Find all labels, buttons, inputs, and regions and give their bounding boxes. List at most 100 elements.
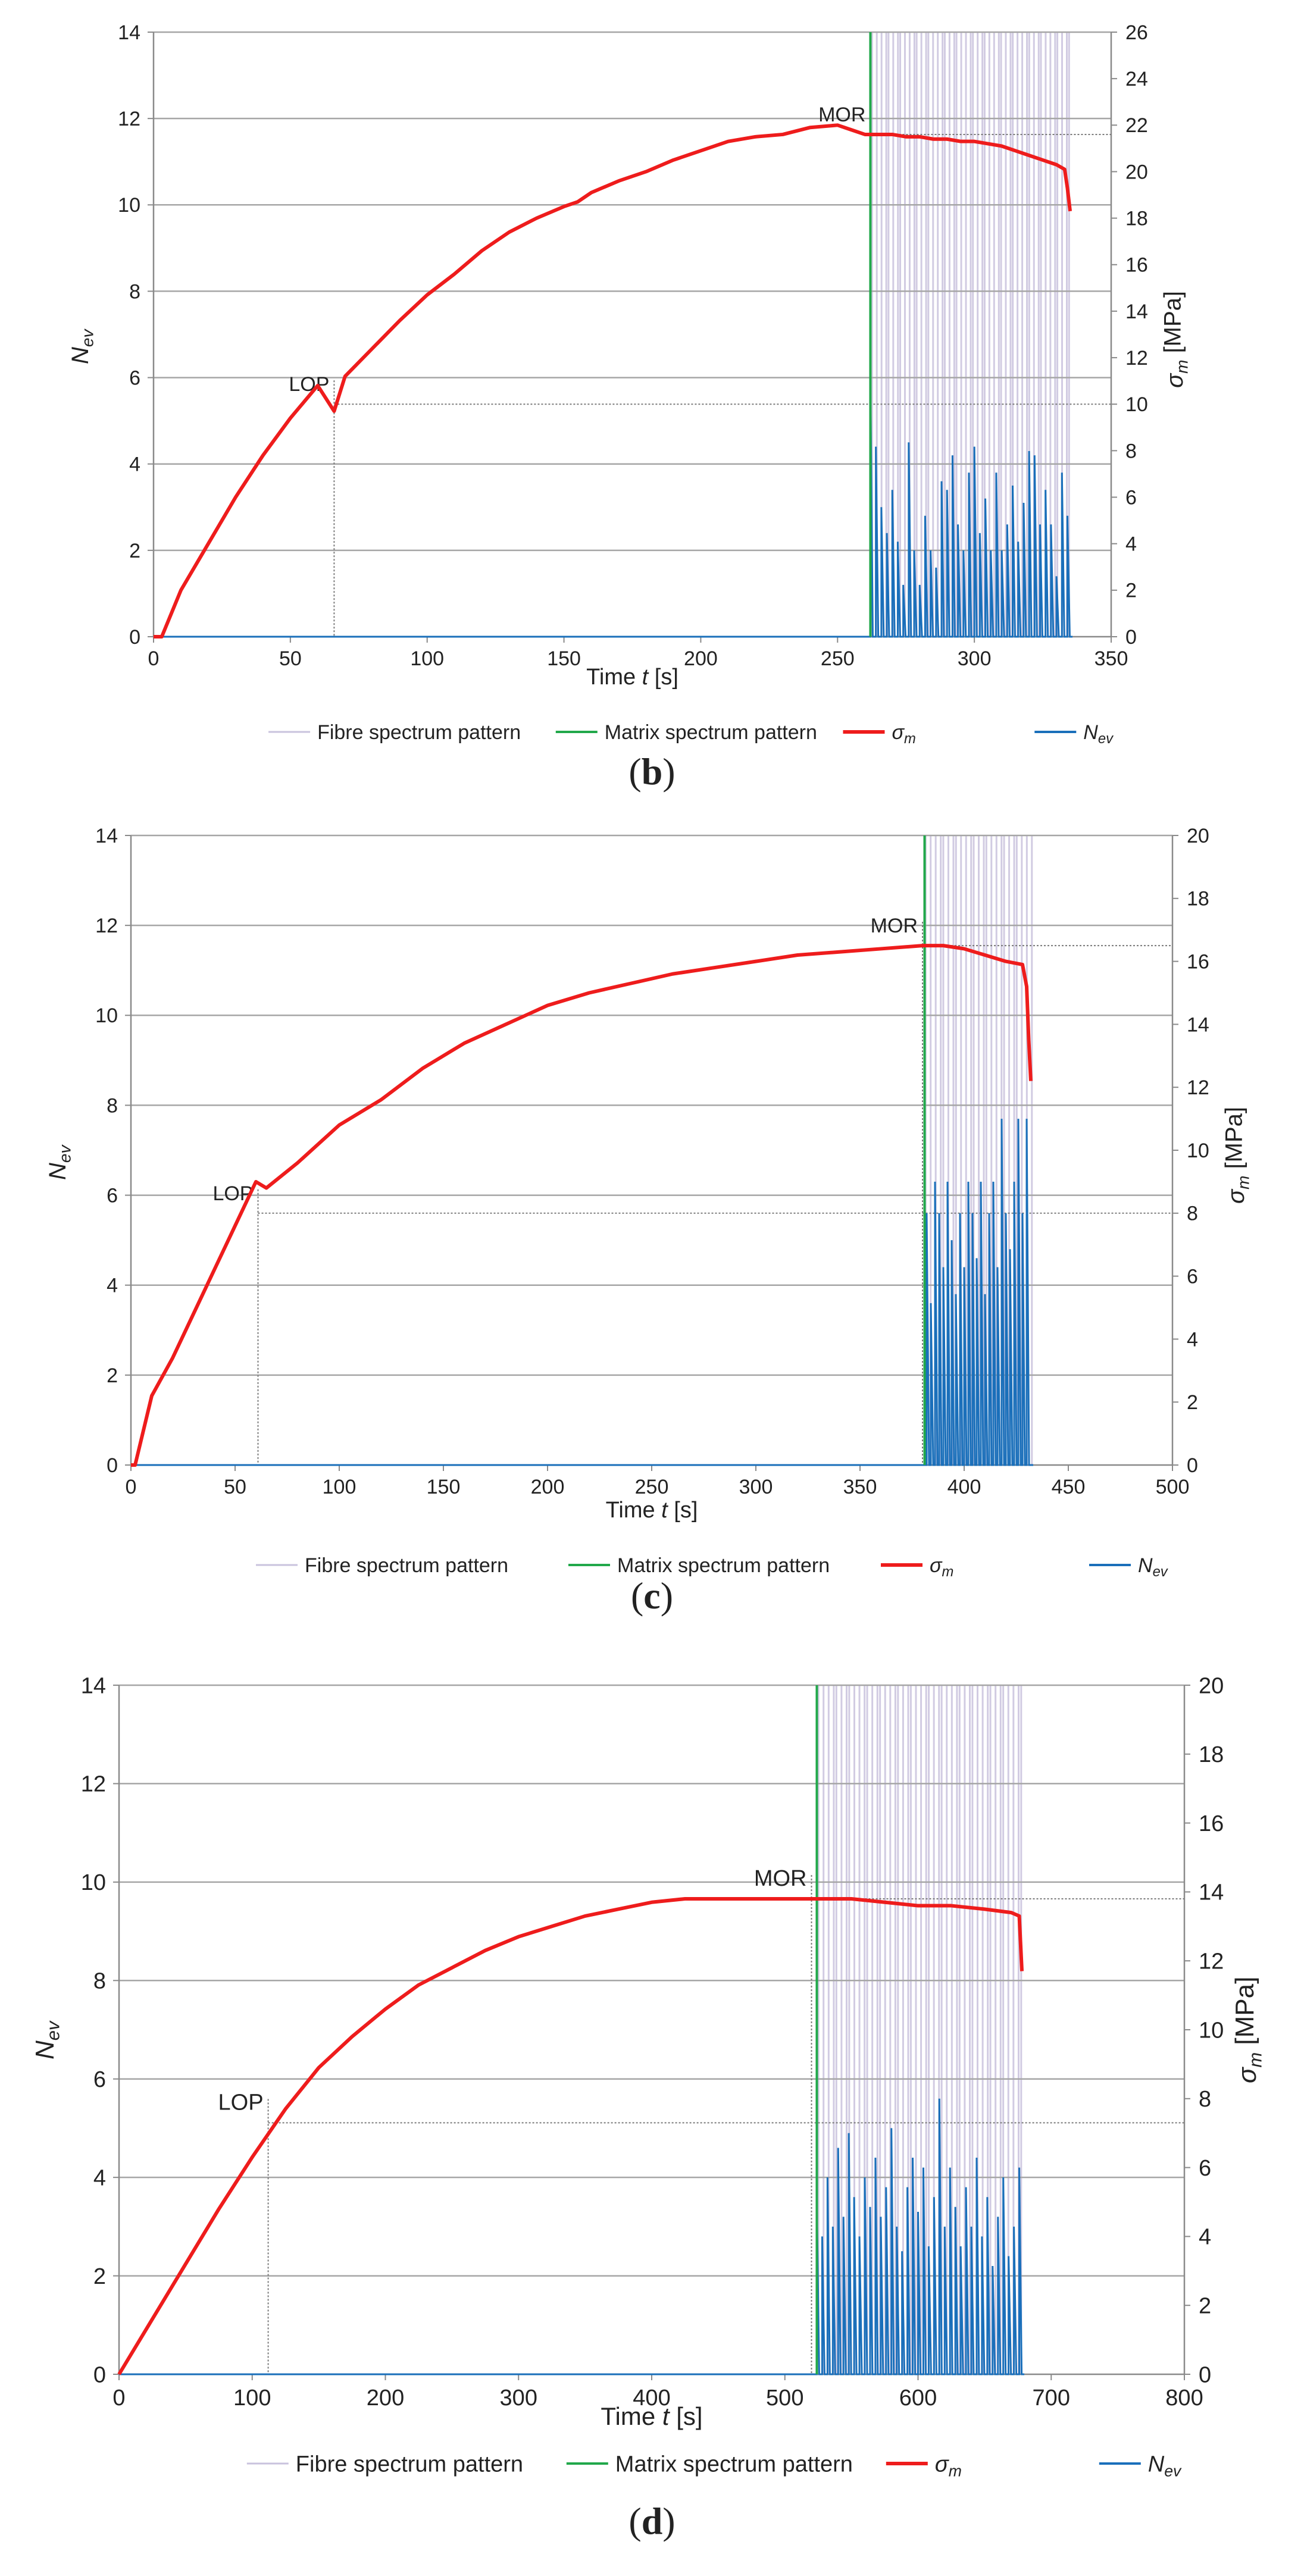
- y-axis-left-title: Nev: [30, 2020, 63, 2059]
- y-right-tick-label: 26: [1125, 21, 1148, 44]
- annotation-mor: MOR: [818, 104, 865, 126]
- x-tick-label: 0: [148, 647, 160, 670]
- y-left-tick-label: 4: [129, 453, 140, 476]
- chart-panel-d: 0 2 4 6 8 10 12 14 0 2 4 6 8 10 12 14 16 18 20 0 100 200 300 40…: [0, 1654, 1304, 2576]
- legend-label-fibre: Fibre spectrum pattern: [305, 1554, 508, 1577]
- y-left-tick-label: 14: [95, 825, 118, 847]
- y-right-tick-label: 2: [1187, 1391, 1198, 1414]
- legend-label-sigma: σm: [892, 721, 915, 747]
- y-left-tick-label: 0: [93, 2362, 106, 2387]
- y-right-tick-label: 6: [1199, 2156, 1211, 2181]
- y-right-tick-label: 22: [1125, 114, 1148, 137]
- y-left-tick-label: 14: [118, 21, 140, 44]
- y-right-tick-label: 18: [1125, 208, 1148, 230]
- x-tick-label: 200: [684, 647, 718, 670]
- y-right-tick-label: 20: [1199, 1673, 1224, 1698]
- y-left-tick-label: 2: [93, 2264, 106, 2289]
- legend-label-fibre: Fibre spectrum pattern: [296, 2452, 523, 2477]
- x-tick-label: 400: [633, 2386, 670, 2411]
- y-right-tick-label: 4: [1125, 533, 1137, 556]
- y-right-tick-label: 10: [1125, 393, 1148, 416]
- y-left-tick-label: 12: [95, 915, 118, 937]
- y-right-tick-label: 8: [1187, 1203, 1198, 1225]
- chart-panel-c: 0 2 4 6 8 10 12 14 0 2 4 6 8 10 12 14 16 18 20 0 50 100 150 200…: [0, 821, 1304, 1654]
- y-right-tick-label: 14: [1199, 1880, 1224, 1905]
- y-right-tick-label: 0: [1199, 2362, 1211, 2387]
- y-right-tick-label: 4: [1187, 1328, 1198, 1351]
- y-left-tick-label: 10: [81, 1870, 106, 1895]
- x-tick-label: 0: [112, 2386, 125, 2411]
- panel-label-d: (d): [628, 2500, 676, 2542]
- nev-series-line: [119, 2098, 1025, 2375]
- y-left-tick-label: 2: [107, 1364, 118, 1387]
- x-tick-label: 100: [410, 647, 444, 670]
- y-left-tick-label: 0: [107, 1454, 118, 1477]
- y-left-tick-label: 4: [93, 2165, 106, 2190]
- x-tick-label: 700: [1033, 2386, 1070, 2411]
- x-tick-label: 400: [947, 1476, 981, 1498]
- y-right-tick-label: 12: [1199, 1949, 1224, 1974]
- y-left-tick-label: 14: [81, 1673, 106, 1698]
- y-left-tick-label: 6: [93, 2067, 106, 2092]
- y-right-tick-label: 0: [1187, 1454, 1198, 1477]
- y-right-tick-label: 18: [1199, 1742, 1224, 1767]
- y-axis-left-title: Nev: [67, 328, 96, 364]
- y-left-tick-label: 2: [129, 540, 140, 562]
- y-left-tick-label: 12: [118, 108, 140, 130]
- legend-label-matrix: Matrix spectrum pattern: [605, 721, 817, 744]
- x-tick-label: 100: [323, 1476, 357, 1498]
- gridlines: [154, 31, 1111, 552]
- x-tick-label: 300: [500, 2386, 537, 2411]
- y-left-tick-label: 8: [129, 280, 140, 303]
- y-axis-right-title: σm [MPa]: [1221, 1107, 1252, 1204]
- legend-label-fibre: Fibre spectrum pattern: [317, 721, 521, 744]
- y-left-tick-label: 6: [107, 1184, 118, 1207]
- x-axis-title: Time t [s]: [601, 2402, 702, 2430]
- y-right-tick-label: 12: [1125, 347, 1148, 370]
- y-axis-left-title: Nev: [45, 1144, 74, 1180]
- gridlines: [119, 1684, 1184, 2277]
- x-tick-label: 50: [224, 1476, 246, 1498]
- annotation-mor: MOR: [754, 1866, 807, 1891]
- legend-label-nev: Nev: [1138, 1554, 1169, 1580]
- panel-label-b: (b): [628, 750, 676, 793]
- y-right-tick-label: 10: [1199, 2018, 1224, 2043]
- nev-series-line: [154, 377, 1073, 638]
- y-left-tick-label: 6: [129, 367, 140, 389]
- x-tick-label: 500: [766, 2386, 803, 2411]
- y-right-tick-label: 8: [1125, 440, 1137, 462]
- x-tick-label: 250: [821, 647, 855, 670]
- gridlines: [131, 834, 1172, 1376]
- y-right-tick-label: 14: [1187, 1013, 1209, 1036]
- y-right-tick-label: 8: [1199, 2087, 1211, 2112]
- y-left-tick-label: 8: [93, 1969, 106, 1994]
- x-tick-label: 300: [739, 1476, 773, 1498]
- x-tick-label: 100: [233, 2386, 271, 2411]
- y-right-tick-label: 18: [1187, 888, 1209, 910]
- y-right-tick-label: 14: [1125, 301, 1148, 323]
- y-axis-right-title: σm [MPa]: [1159, 291, 1191, 388]
- sigma-m-series-line: [117, 1896, 1024, 2375]
- y-right-tick-label: 16: [1187, 951, 1209, 974]
- y-right-tick-label: 0: [1125, 626, 1137, 649]
- legend-label-nev: Nev: [1083, 721, 1114, 747]
- y-right-tick-label: 20: [1187, 825, 1209, 847]
- y-left-tick-label: 10: [118, 194, 140, 217]
- y-left-tick-label: 8: [107, 1094, 118, 1117]
- annotation-lop: LOP: [218, 2090, 264, 2115]
- y-left-tick-label: 4: [107, 1275, 118, 1297]
- y-right-tick-label: 2: [1125, 580, 1137, 602]
- x-tick-label: 450: [1052, 1476, 1086, 1498]
- y-left-tick-label: 12: [81, 1772, 106, 1797]
- y-right-tick-label: 12: [1187, 1076, 1209, 1099]
- chart-panel-b: 0 2 4 6 8 10 12 14 0 2 4 6 8 10 12 14 16 18 20 22 24 26 0 50 100…: [0, 0, 1304, 821]
- y-left-tick-label: 10: [95, 1004, 118, 1027]
- x-tick-label: 50: [279, 647, 302, 670]
- x-tick-label: 250: [635, 1476, 669, 1498]
- x-axis-title: Time t [s]: [606, 1498, 698, 1523]
- x-tick-label: 350: [1095, 647, 1128, 670]
- sigma-m-series-line: [154, 123, 1072, 638]
